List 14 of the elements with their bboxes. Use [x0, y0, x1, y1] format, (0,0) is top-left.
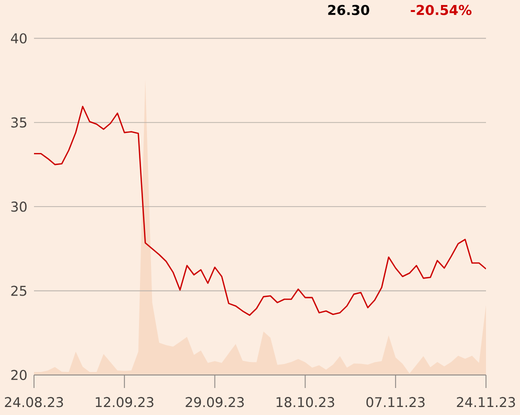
y-tick-label: 35 — [11, 117, 26, 128]
x-tick-label: 24.08.23 — [4, 397, 63, 408]
x-tick-label: 07.11.23 — [366, 397, 425, 408]
line-series — [34, 106, 486, 316]
text: 26.30 — [328, 4, 370, 16]
y-tick-label: 40 — [10, 33, 27, 44]
x-tick-label: 29.09.23 — [186, 397, 244, 408]
x-tick-label: 24.11.23 — [456, 397, 515, 408]
x-tick-label: 12.09.23 — [96, 397, 154, 408]
y-tick-label: 30 — [11, 202, 27, 212]
y-tick-label: 20 — [11, 370, 27, 380]
x-tick-label: 18.10.23 — [276, 397, 334, 408]
y-tick-label: 25 — [11, 286, 26, 296]
text: -20.54% — [410, 4, 472, 16]
